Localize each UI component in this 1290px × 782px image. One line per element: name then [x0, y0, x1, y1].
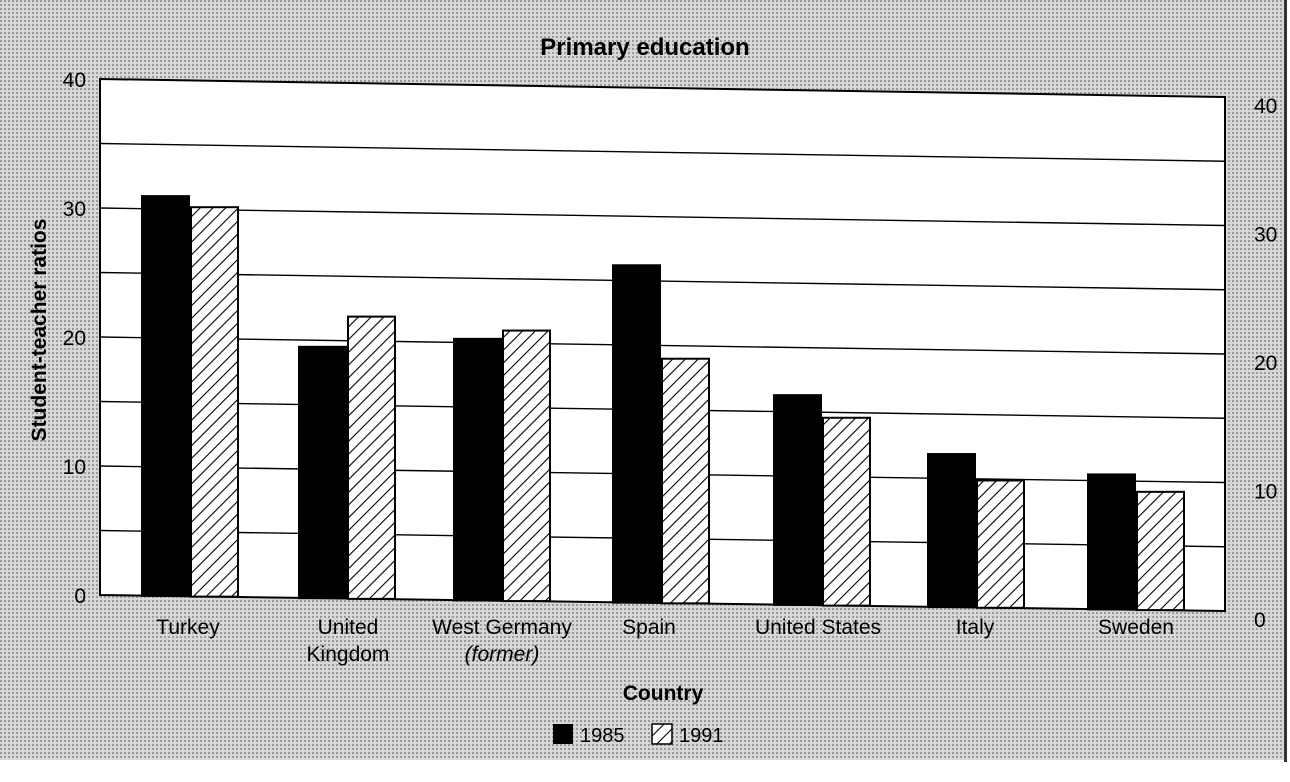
x-tick-label: Sweden [1098, 616, 1174, 639]
y-tick-label-right: 40 [1254, 95, 1277, 118]
x-axis-label: Country [623, 682, 704, 705]
x-tick-label: Kingdom [307, 643, 390, 666]
y-tick-label-right: 20 [1254, 352, 1277, 375]
y-tick-label-right: 10 [1254, 481, 1277, 504]
y-tick-label-left: 0 [74, 585, 86, 608]
x-tick-label: United [318, 616, 379, 639]
bar-1985-3 [612, 264, 661, 604]
y-axis-label: Student-teacher ratios [28, 219, 51, 442]
x-axis-tick-labels: Turkey United Kingdom West Germany (former) S… [156, 616, 1174, 666]
y-tick-label-left: 20 [63, 327, 86, 350]
bar-1991-5 [976, 479, 1025, 609]
x-tick-label: Italy [956, 616, 995, 639]
y-tick-label-left: 40 [63, 69, 86, 92]
gridline [99, 142, 1226, 162]
bar-1991-1 [347, 315, 396, 600]
legend-label-1991: 1991 [679, 725, 724, 747]
x-tick-label: West Germany [432, 616, 572, 639]
legend-label-1985: 1985 [580, 725, 625, 747]
bar-1985-0 [141, 195, 190, 597]
bar-1991-2 [502, 329, 551, 603]
x-tick-label: Turkey [156, 616, 220, 639]
legend-swatch-1991 [651, 723, 673, 745]
bar-1985-6 [1087, 473, 1136, 611]
bars [141, 195, 1185, 612]
chart-title: Primary education [540, 34, 749, 61]
gridline [99, 336, 1226, 355]
legend-swatch-1985 [553, 724, 573, 744]
bar-1991-0 [190, 206, 239, 598]
x-tick-label: United States [755, 616, 881, 639]
frame-right-edge [1284, 0, 1287, 762]
bar-1991-6 [1136, 490, 1185, 612]
y-tick-label-left: 10 [63, 456, 86, 479]
gridline [99, 271, 1226, 291]
y-axis-right-ticks: 0 10 20 30 40 [1254, 95, 1277, 632]
legend: 1985 1991 [553, 723, 724, 747]
bar-1991-3 [661, 357, 710, 605]
x-tick-label: (former) [465, 643, 540, 666]
bar-1985-1 [298, 345, 347, 600]
y-tick-label-right: 30 [1254, 224, 1277, 247]
gridline [99, 207, 1226, 227]
x-tick-label: Spain [622, 616, 676, 639]
bar-1985-4 [773, 394, 822, 606]
bar-1985-2 [453, 337, 502, 602]
bar-1985-5 [927, 453, 976, 609]
y-axis-left-ticks: 0 10 20 30 40 [63, 69, 86, 608]
y-tick-label-left: 30 [63, 198, 86, 221]
y-tick-label-right: 0 [1254, 609, 1266, 632]
bar-1991-4 [822, 416, 871, 607]
